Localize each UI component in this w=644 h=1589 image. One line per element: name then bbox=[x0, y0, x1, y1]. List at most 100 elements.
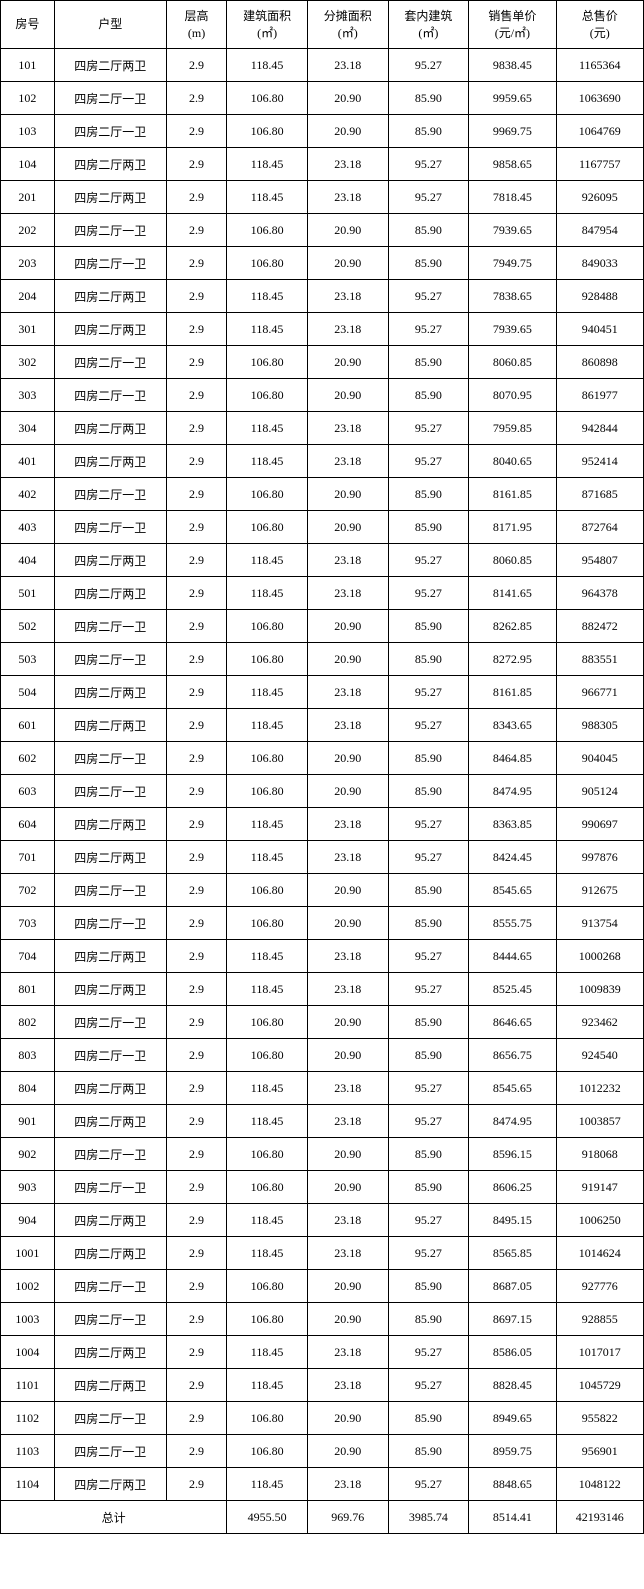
cell-height: 2.9 bbox=[166, 973, 226, 1006]
cell-shared: 20.90 bbox=[307, 247, 388, 280]
cell-area: 118.45 bbox=[227, 1336, 308, 1369]
cell-height: 2.9 bbox=[166, 544, 226, 577]
cell-inner: 85.90 bbox=[388, 346, 469, 379]
cell-area: 106.80 bbox=[227, 1171, 308, 1204]
table-row: 701四房二厅两卫2.9118.4523.1895.278424.4599787… bbox=[1, 841, 644, 874]
cell-type: 四房二厅两卫 bbox=[54, 1369, 166, 1402]
header-shared: 分摊面积(㎡) bbox=[307, 1, 388, 49]
table-row: 903四房二厅一卫2.9106.8020.9085.908606.2591914… bbox=[1, 1171, 644, 1204]
cell-room: 203 bbox=[1, 247, 55, 280]
table-row: 203四房二厅一卫2.9106.8020.9085.907949.7584903… bbox=[1, 247, 644, 280]
table-row: 803四房二厅一卫2.9106.8020.9085.908656.7592454… bbox=[1, 1039, 644, 1072]
table-row: 202四房二厅一卫2.9106.8020.9085.907939.6584795… bbox=[1, 214, 644, 247]
cell-type: 四房二厅一卫 bbox=[54, 643, 166, 676]
cell-area: 106.80 bbox=[227, 346, 308, 379]
cell-shared: 20.90 bbox=[307, 511, 388, 544]
cell-height: 2.9 bbox=[166, 280, 226, 313]
cell-total: 918068 bbox=[556, 1138, 643, 1171]
cell-price: 8495.15 bbox=[469, 1204, 556, 1237]
cell-area: 118.45 bbox=[227, 841, 308, 874]
cell-total: 905124 bbox=[556, 775, 643, 808]
cell-total: 955822 bbox=[556, 1402, 643, 1435]
footer-price: 8514.41 bbox=[469, 1501, 556, 1534]
cell-inner: 85.90 bbox=[388, 478, 469, 511]
cell-height: 2.9 bbox=[166, 1171, 226, 1204]
cell-shared: 23.18 bbox=[307, 1369, 388, 1402]
cell-total: 1045729 bbox=[556, 1369, 643, 1402]
table-row: 403四房二厅一卫2.9106.8020.9085.908171.9587276… bbox=[1, 511, 644, 544]
cell-shared: 23.18 bbox=[307, 1204, 388, 1237]
cell-price: 8040.65 bbox=[469, 445, 556, 478]
table-row: 502四房二厅一卫2.9106.8020.9085.908262.8588247… bbox=[1, 610, 644, 643]
cell-area: 118.45 bbox=[227, 1105, 308, 1138]
cell-total: 861977 bbox=[556, 379, 643, 412]
cell-area: 118.45 bbox=[227, 181, 308, 214]
cell-area: 118.45 bbox=[227, 1369, 308, 1402]
cell-height: 2.9 bbox=[166, 1402, 226, 1435]
cell-total: 923462 bbox=[556, 1006, 643, 1039]
cell-area: 118.45 bbox=[227, 1072, 308, 1105]
cell-price: 8070.95 bbox=[469, 379, 556, 412]
cell-area: 118.45 bbox=[227, 808, 308, 841]
cell-type: 四房二厅一卫 bbox=[54, 775, 166, 808]
cell-type: 四房二厅两卫 bbox=[54, 1336, 166, 1369]
cell-height: 2.9 bbox=[166, 412, 226, 445]
cell-price: 8828.45 bbox=[469, 1369, 556, 1402]
cell-area: 106.80 bbox=[227, 742, 308, 775]
cell-room: 1104 bbox=[1, 1468, 55, 1501]
cell-type: 四房二厅两卫 bbox=[54, 412, 166, 445]
cell-price: 8060.85 bbox=[469, 544, 556, 577]
cell-type: 四房二厅一卫 bbox=[54, 1006, 166, 1039]
cell-inner: 95.27 bbox=[388, 676, 469, 709]
cell-type: 四房二厅一卫 bbox=[54, 478, 166, 511]
cell-type: 四房二厅两卫 bbox=[54, 1072, 166, 1105]
cell-room: 601 bbox=[1, 709, 55, 742]
cell-room: 101 bbox=[1, 49, 55, 82]
cell-price: 8343.65 bbox=[469, 709, 556, 742]
cell-shared: 23.18 bbox=[307, 841, 388, 874]
cell-height: 2.9 bbox=[166, 1369, 226, 1402]
cell-shared: 20.90 bbox=[307, 907, 388, 940]
cell-shared: 20.90 bbox=[307, 346, 388, 379]
cell-room: 202 bbox=[1, 214, 55, 247]
cell-shared: 20.90 bbox=[307, 775, 388, 808]
cell-area: 106.80 bbox=[227, 1435, 308, 1468]
cell-inner: 95.27 bbox=[388, 1204, 469, 1237]
cell-area: 106.80 bbox=[227, 775, 308, 808]
cell-price: 8565.85 bbox=[469, 1237, 556, 1270]
cell-inner: 85.90 bbox=[388, 1138, 469, 1171]
cell-shared: 20.90 bbox=[307, 1270, 388, 1303]
cell-shared: 23.18 bbox=[307, 1105, 388, 1138]
cell-shared: 20.90 bbox=[307, 1138, 388, 1171]
table-row: 604四房二厅两卫2.9118.4523.1895.278363.8599069… bbox=[1, 808, 644, 841]
table-row: 1102四房二厅一卫2.9106.8020.9085.908949.659558… bbox=[1, 1402, 644, 1435]
cell-price: 8161.85 bbox=[469, 478, 556, 511]
cell-price: 8656.75 bbox=[469, 1039, 556, 1072]
cell-area: 106.80 bbox=[227, 1270, 308, 1303]
cell-area: 106.80 bbox=[227, 874, 308, 907]
cell-type: 四房二厅两卫 bbox=[54, 181, 166, 214]
table-row: 702四房二厅一卫2.9106.8020.9085.908545.6591267… bbox=[1, 874, 644, 907]
cell-area: 106.80 bbox=[227, 1138, 308, 1171]
cell-shared: 20.90 bbox=[307, 874, 388, 907]
cell-shared: 23.18 bbox=[307, 1336, 388, 1369]
cell-inner: 95.27 bbox=[388, 148, 469, 181]
cell-area: 118.45 bbox=[227, 577, 308, 610]
cell-type: 四房二厅一卫 bbox=[54, 1270, 166, 1303]
cell-type: 四房二厅两卫 bbox=[54, 313, 166, 346]
cell-height: 2.9 bbox=[166, 940, 226, 973]
cell-type: 四房二厅两卫 bbox=[54, 544, 166, 577]
cell-height: 2.9 bbox=[166, 1105, 226, 1138]
cell-type: 四房二厅两卫 bbox=[54, 577, 166, 610]
cell-type: 四房二厅一卫 bbox=[54, 907, 166, 940]
cell-room: 904 bbox=[1, 1204, 55, 1237]
cell-height: 2.9 bbox=[166, 445, 226, 478]
cell-shared: 20.90 bbox=[307, 115, 388, 148]
cell-area: 106.80 bbox=[227, 1006, 308, 1039]
cell-room: 1102 bbox=[1, 1402, 55, 1435]
cell-total: 990697 bbox=[556, 808, 643, 841]
cell-total: 883551 bbox=[556, 643, 643, 676]
cell-shared: 23.18 bbox=[307, 1072, 388, 1105]
cell-type: 四房二厅两卫 bbox=[54, 676, 166, 709]
cell-height: 2.9 bbox=[166, 907, 226, 940]
